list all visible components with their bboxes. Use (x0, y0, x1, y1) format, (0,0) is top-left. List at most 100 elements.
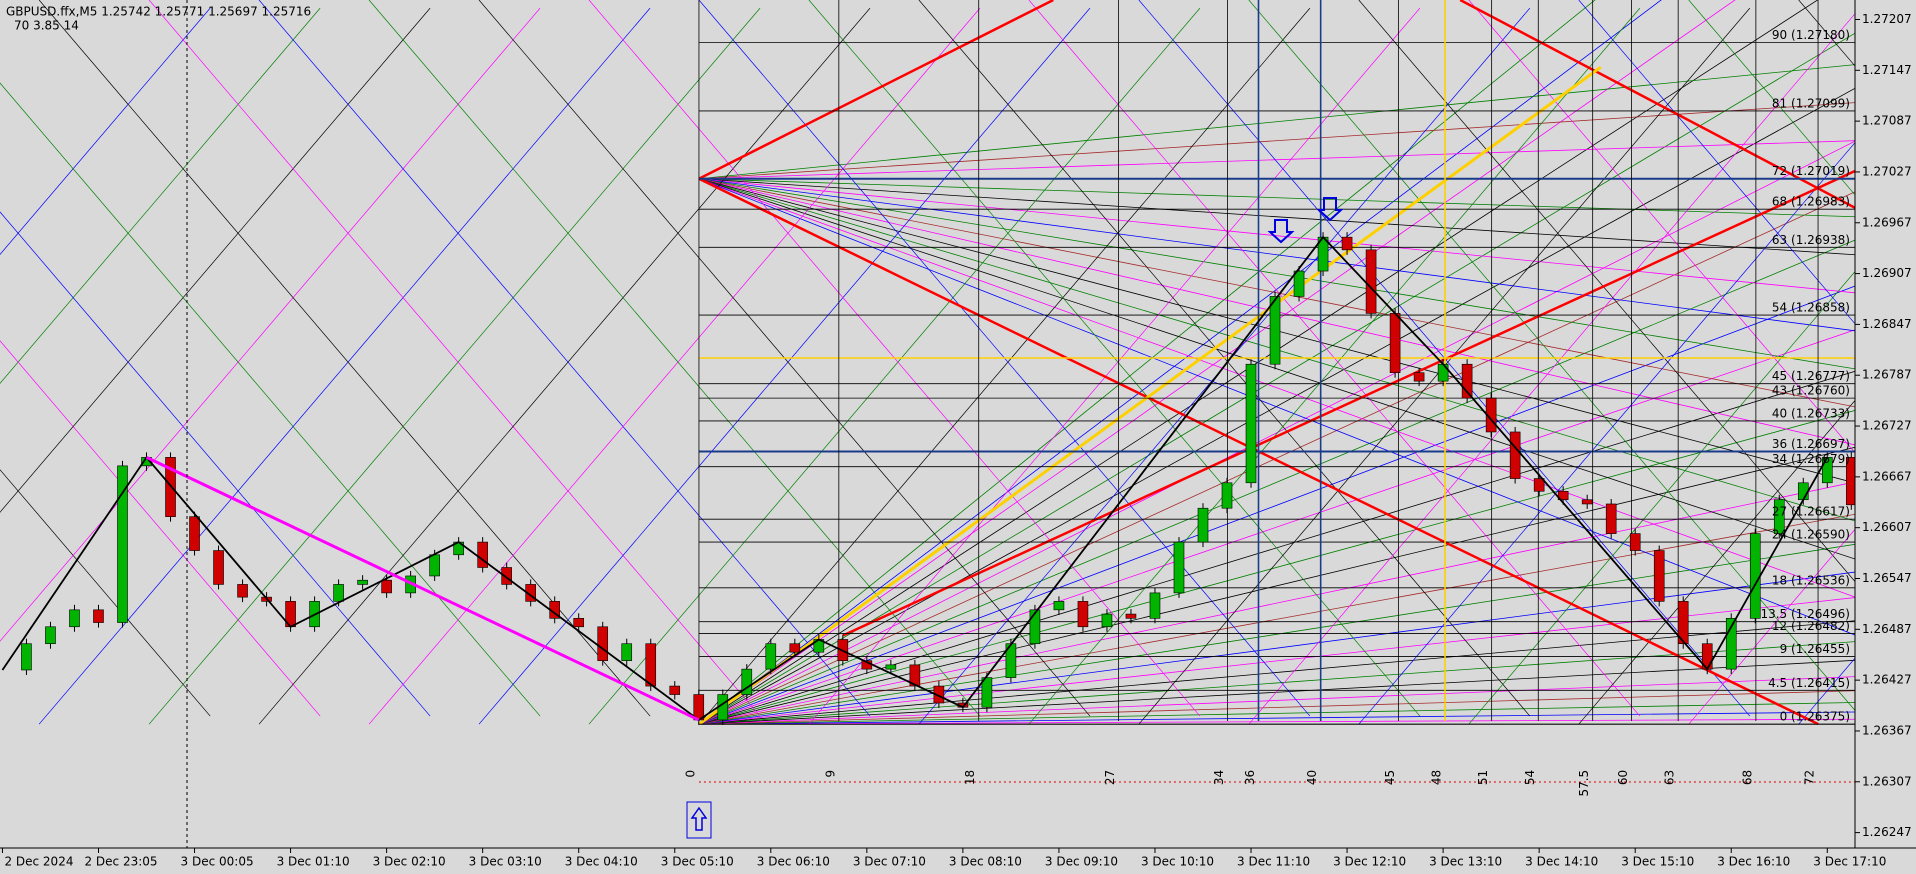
x-tick-label: 3 Dec 05:10 (661, 855, 734, 869)
level-label: 36 (1.26697) (1772, 437, 1850, 451)
x-tick-label: 3 Dec 12:10 (1333, 855, 1406, 869)
gann-grid (38, 0, 651, 717)
candle-body (117, 465, 128, 623)
fan-line (698, 191, 1855, 725)
fan-line (698, 178, 1855, 218)
candle-body (1293, 270, 1305, 297)
y-tick-label: 1.26787 (1862, 368, 1912, 382)
time-level-label: 0 (683, 770, 697, 778)
fan-line (698, 32, 1855, 725)
gann-red (698, 0, 1054, 180)
gann-grid (588, 7, 1201, 725)
candle-body (69, 609, 80, 628)
y-tick-label: 1.26487 (1862, 622, 1912, 636)
arrow-down (1316, 197, 1344, 222)
y-tick-label: 1.26367 (1862, 723, 1912, 737)
gann-grid (368, 0, 981, 717)
y-tick-label: 1.27027 (1862, 164, 1912, 178)
candle-body (573, 618, 585, 628)
candle-body (1077, 601, 1089, 628)
fan-line (698, 370, 1855, 725)
time-level-label: 63 (1663, 770, 1677, 785)
fan-line (698, 178, 1855, 484)
level-label: 18 (1.26536) (1772, 573, 1850, 587)
fan-line (698, 0, 1596, 725)
fan-line (698, 571, 1855, 725)
fan-line (698, 0, 1736, 725)
level-label: 68 (1.26983) (1772, 195, 1850, 209)
fan-line (698, 676, 1855, 725)
zigzag (1, 235, 1829, 722)
x-tick-label: 3 Dec 10:10 (1141, 855, 1214, 869)
fan-line (698, 0, 1819, 725)
fan-line (698, 178, 1855, 636)
gann-grid (1358, 142, 1855, 725)
time-level-label: 45 (1383, 770, 1397, 785)
gann-red (1459, 0, 1855, 209)
candle-body (1509, 431, 1521, 479)
candle-body (981, 677, 993, 708)
level-label: 63 (1.26938) (1772, 233, 1850, 247)
candle-body (1197, 507, 1209, 543)
gann-grid (0, 340, 321, 717)
time-level-label: 51 (1476, 770, 1490, 785)
gann-grid (0, 7, 541, 642)
level-label: 90 (1.27180) (1772, 28, 1850, 42)
candle-body (1101, 613, 1113, 628)
y-tick-label: 1.26967 (1862, 215, 1912, 229)
candle-body (1245, 363, 1257, 484)
x-tick-label: 3 Dec 04:10 (565, 855, 638, 869)
candle-body (333, 584, 344, 602)
candle-body (1053, 601, 1065, 611)
time-level-label: 34 (1212, 770, 1226, 785)
candle-body (189, 516, 200, 551)
level-label: 12 (1.26482) (1772, 619, 1850, 633)
candle-body (1365, 249, 1377, 314)
candle-body (165, 457, 176, 517)
candle-body (45, 626, 56, 645)
candle-body (693, 694, 705, 721)
level-label: 45 (1.26777) (1772, 369, 1850, 383)
x-tick-label: 3 Dec 08:10 (949, 855, 1022, 869)
fan-line (698, 178, 1855, 294)
candle-body (1149, 592, 1161, 619)
fan-line (698, 690, 1855, 725)
x-tick-label: 3 Dec 06:10 (757, 855, 830, 869)
gann-grid (0, 7, 321, 384)
gann-grid (1688, 0, 1855, 196)
gann-grid (0, 7, 431, 513)
level-label: 24 (1.26590) (1772, 528, 1850, 542)
x-tick-label: 3 Dec 15:10 (1621, 855, 1694, 869)
fan-line (698, 102, 1855, 180)
x-tick-label: 3 Dec 00:05 (181, 855, 254, 869)
symbol-info: GBPUSD.ffx,M5 1.25742 1.25771 1.25697 1.… (6, 5, 311, 19)
level-label: 72 (1.27019) (1772, 164, 1850, 178)
x-tick-label: 3 Dec 01:10 (277, 855, 350, 869)
x-tick-label: 3 Dec 07:10 (853, 855, 926, 869)
candle-body (1797, 482, 1809, 501)
fan-line (698, 178, 1855, 256)
y-tick-label: 1.27207 (1862, 12, 1912, 26)
gann-grid (258, 0, 871, 717)
fan-line (698, 718, 1855, 725)
time-level-label: 36 (1243, 770, 1257, 785)
candle-body (1029, 609, 1041, 645)
fan-line (698, 178, 1855, 370)
time-level-label: 18 (963, 770, 977, 785)
candle-body (885, 664, 897, 670)
candle-body (1629, 533, 1641, 551)
candle-body (1677, 601, 1689, 645)
candle-body (21, 643, 32, 671)
gann-drawings (0, 0, 1855, 783)
candle-body (1725, 618, 1737, 670)
level-label: 9 (1.26455) (1780, 642, 1850, 656)
candle-body (1461, 363, 1473, 399)
candle-body (237, 584, 248, 598)
time-level-label: 72 (1803, 770, 1817, 785)
candle-body (1653, 550, 1665, 602)
y-tick-label: 1.26547 (1862, 571, 1912, 585)
gann-grid (698, 7, 1311, 725)
indicator-info: 70 3.85 14 (14, 19, 79, 33)
